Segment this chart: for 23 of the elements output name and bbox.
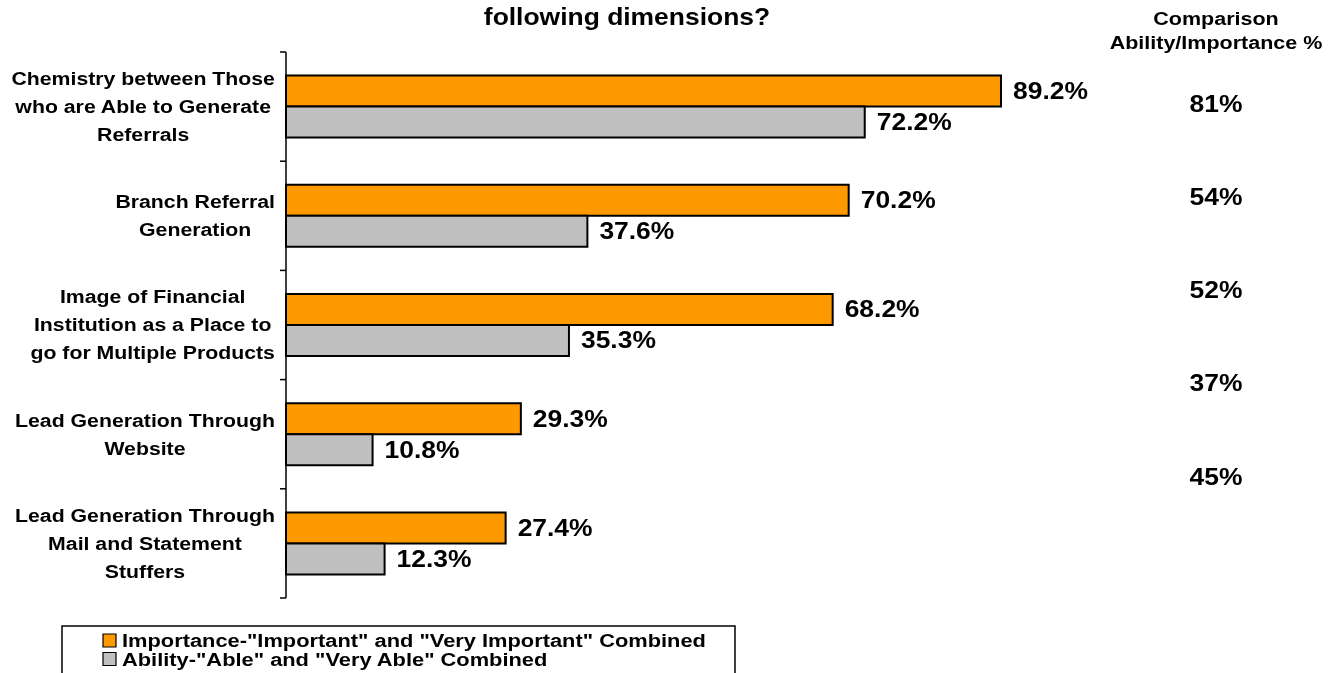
- y-tick-label: Lead Generation Through Mail and Statement Stuffers: [15, 505, 275, 582]
- y-tick-label: Lead Generation Through Website: [15, 409, 275, 459]
- chart-title: following dimensions?: [483, 4, 771, 30]
- data-label: 10.8%: [384, 437, 460, 463]
- data-label: 29.3%: [532, 406, 608, 432]
- data-label: 89.2%: [1013, 78, 1088, 104]
- text: 45%: [1189, 464, 1243, 490]
- legend-label: Importance-"Important" and "Very Important" Combined: [122, 629, 706, 652]
- data-label: 12.3%: [396, 546, 472, 572]
- text: 37%: [1189, 371, 1243, 397]
- data-label: 37.6%: [599, 218, 675, 244]
- y-tick-label: Chemistry between Those who are Able to Generate Referrals: [11, 68, 275, 145]
- text: 54%: [1189, 184, 1243, 210]
- y-tick-label: Branch Referral Generation: [115, 191, 275, 241]
- text: Comparison Ability/Importance %: [1109, 8, 1323, 54]
- data-label: 68.2%: [844, 296, 920, 323]
- data-label: 72.2%: [876, 109, 952, 135]
- text: 52%: [1189, 277, 1243, 303]
- data-label: 27.4%: [517, 515, 593, 541]
- text: 81%: [1189, 91, 1243, 117]
- y-tick-label: Image of Financial Institution as a Place to go for Multiple Products: [30, 286, 275, 364]
- data-label: 70.2%: [860, 187, 936, 213]
- data-label: 35.3%: [580, 327, 656, 354]
